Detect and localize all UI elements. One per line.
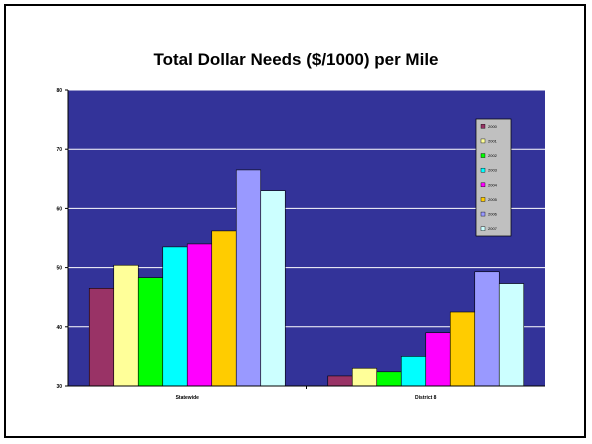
- bar-2002-district-8: [376, 371, 402, 387]
- bar-2000-statewide: [88, 288, 115, 387]
- legend-swatch-2005: [480, 197, 486, 202]
- bar-2006-district-8: [474, 271, 500, 387]
- bar-2003-statewide: [162, 246, 188, 387]
- legend-label-2000: 2000: [488, 124, 498, 129]
- legend-label-2005: 2005: [488, 197, 498, 202]
- bar-2007-district-8: [498, 283, 525, 387]
- legend-label-2001: 2001: [488, 138, 498, 143]
- y-tick-label: 30: [56, 384, 62, 390]
- bar-2003-district-8: [400, 356, 427, 387]
- chart-title: Total Dollar Needs ($/1000) per Mile: [153, 50, 439, 69]
- x-tick-label: Statewide: [176, 395, 200, 401]
- bar-2004-district-8: [425, 332, 451, 387]
- legend-label-2007: 2007: [488, 226, 498, 231]
- legend-swatch-2006: [480, 211, 486, 217]
- bar-2007-statewide: [260, 190, 286, 387]
- legend-label-2003: 2003: [488, 168, 498, 173]
- x-tick-label: District 8: [415, 395, 437, 401]
- legend-swatch-2004: [480, 182, 486, 188]
- bar-2005-district-8: [449, 311, 476, 387]
- y-tick-label: 70: [56, 147, 62, 153]
- legend-swatch-2003: [480, 167, 486, 173]
- bar-2005-statewide: [211, 230, 237, 387]
- y-tick-label: 40: [56, 325, 62, 331]
- bar-2004-statewide: [186, 243, 213, 387]
- legend-box: [475, 118, 512, 237]
- legend-label-2002: 2002: [488, 153, 498, 158]
- legend-label-2004: 2004: [488, 182, 498, 187]
- legend-swatch-2002: [480, 153, 486, 158]
- bar-2000-district-8: [327, 375, 353, 387]
- bar-2006-statewide: [235, 169, 262, 387]
- y-tick-label: 50: [56, 266, 62, 272]
- y-tick-label: 60: [56, 206, 62, 212]
- legend-swatch-2007: [480, 226, 486, 231]
- bar-2001-statewide: [113, 264, 139, 387]
- legend-swatch-2000: [480, 124, 486, 129]
- legend-swatch-2001: [480, 138, 486, 144]
- y-tick-label: 80: [56, 88, 62, 94]
- bar-2002-statewide: [137, 277, 164, 387]
- legend: 2000 2001 2002 2003 2004 2005 2006 2007: [475, 118, 512, 237]
- bar-2001-district-8: [351, 367, 378, 387]
- legend-label-2006: 2006: [488, 212, 498, 217]
